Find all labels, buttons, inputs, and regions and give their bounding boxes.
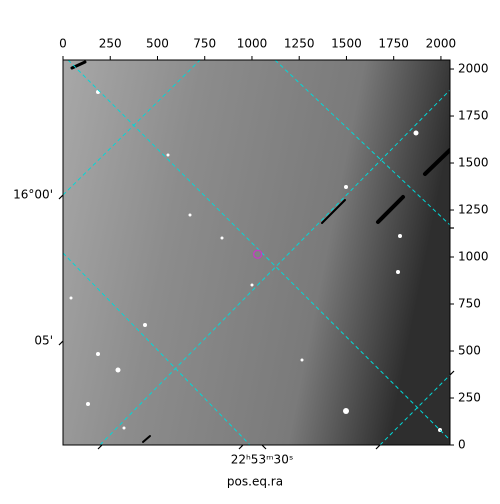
y-tick-label: 1500 — [458, 156, 489, 170]
wcs-ticks — [58, 194, 455, 450]
ra-tick-label: 22ʰ53ᵐ30ˢ — [231, 453, 294, 467]
frame — [62, 59, 451, 446]
x-tick-label: 250 — [99, 37, 122, 51]
y-tick-label: 250 — [458, 391, 481, 405]
x-tick-label: 750 — [193, 37, 216, 51]
y-tick-label: 1250 — [458, 203, 489, 217]
sky-image — [63, 60, 450, 445]
y-tick-label: 500 — [458, 344, 481, 358]
dec-tick-label: 16°00' — [13, 188, 53, 202]
x-tick-label: 1750 — [378, 37, 409, 51]
x-tick-label: 500 — [146, 37, 169, 51]
x-tick-label: 0 — [59, 37, 67, 51]
x-tick-label: 1000 — [237, 37, 268, 51]
y-tick-label: 1000 — [458, 250, 489, 264]
y-tick-label: 2000 — [458, 62, 489, 76]
grid-line — [99, 89, 450, 445]
x-tick-label: 1500 — [331, 37, 362, 51]
dec-tick-label: 05' — [34, 334, 53, 348]
grid-line — [274, 60, 450, 226]
marker — [252, 249, 263, 259]
x-axis-label: pos.eq.ra — [227, 475, 283, 489]
x-tick-label: 1250 — [284, 37, 315, 51]
y-tick-label: 1750 — [458, 109, 489, 123]
grid-line — [379, 374, 450, 445]
y-tick-label: 0 — [458, 438, 466, 452]
x-tick-label: 2000 — [426, 37, 457, 51]
streaks — [70, 60, 450, 443]
stars — [69, 90, 442, 432]
image-features — [63, 60, 450, 445]
grid-line — [63, 252, 251, 445]
wcs-grid — [63, 60, 450, 445]
y-tick-label: 750 — [458, 297, 481, 311]
